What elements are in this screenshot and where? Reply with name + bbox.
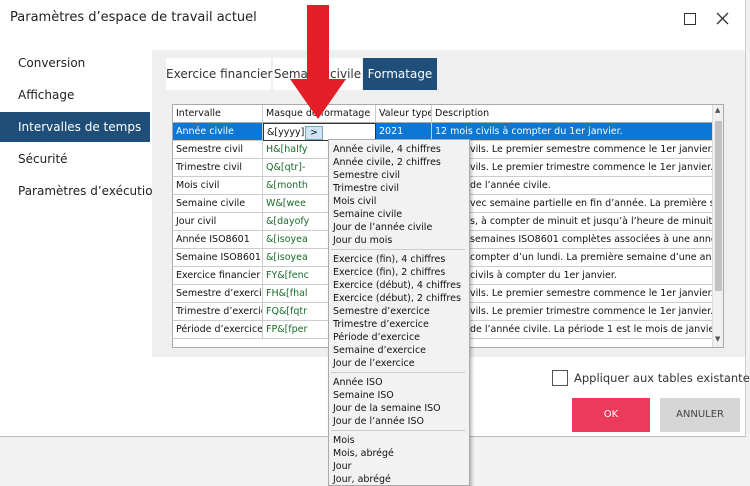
menu-item[interactable]: Semaine civile <box>333 209 403 220</box>
menu-item[interactable]: Mois, abrégé <box>333 448 394 459</box>
table-cell[interactable]: Période d’exercice <box>173 321 263 339</box>
tab[interactable]: Formatage <box>363 58 437 90</box>
scroll-up[interactable]: ▲ <box>715 106 721 114</box>
menu-item[interactable]: Mois civil <box>333 196 377 207</box>
nav-item[interactable]: Conversion <box>18 56 86 70</box>
table-cell[interactable]: Trimestre civil <box>173 159 263 177</box>
table-cell[interactable]: vils. Le premier trimestre commence le 1… <box>432 303 713 321</box>
table-cell[interactable]: civils à compter du 1er janvier. <box>432 267 713 285</box>
cancel-button[interactable]: ANNULER <box>660 398 740 432</box>
table-cell[interactable]: vec semaine partielle en fin d’année. La… <box>432 195 713 213</box>
table-cell[interactable]: Trimestre d’exercice <box>173 303 263 321</box>
column-header: Valeur type <box>376 105 432 123</box>
menu-item[interactable]: Semaine ISO <box>333 390 394 401</box>
menu-separator <box>331 430 465 431</box>
nav-item[interactable]: Affichage <box>18 88 75 102</box>
menu-item[interactable]: Année ISO <box>333 377 383 388</box>
maximize-button[interactable] <box>684 13 696 25</box>
menu-item[interactable]: Jour <box>333 461 352 472</box>
table-cell[interactable]: &[yyyy] <box>263 123 376 141</box>
table-cell[interactable]: Exercice financier <box>173 267 263 285</box>
menu-item[interactable]: Semestre d’exercice <box>333 306 430 317</box>
table-cell[interactable]: compter d’un lundi. La première semaine … <box>432 249 713 267</box>
nav-item[interactable]: Paramètres d’exécution <box>18 184 161 198</box>
table-cell[interactable]: de l’année civile. <box>432 177 713 195</box>
column-header: Description <box>432 105 713 123</box>
menu-item[interactable]: Semestre civil <box>333 170 400 181</box>
menu-item[interactable]: Exercice (fin), 4 chiffres <box>333 254 446 265</box>
nav-item[interactable]: Intervalles de temps <box>0 112 150 142</box>
scrollbar[interactable]: ▲ ▼ <box>712 105 723 347</box>
edit-button[interactable]: > <box>305 126 323 140</box>
table-cell[interactable]: Semaine ISO8601 <box>173 249 263 267</box>
table-cell[interactable]: s, à compter de minuit et jusqu’à l’heur… <box>432 213 713 231</box>
scroll-thumb[interactable] <box>715 121 722 291</box>
close-button[interactable] <box>716 12 729 25</box>
menu-separator <box>331 249 465 250</box>
table-cell[interactable]: Jour civil <box>173 213 263 231</box>
menu-item[interactable]: Période d’exercice <box>333 332 421 343</box>
menu-item[interactable]: Exercice (début), 2 chiffres <box>333 293 461 304</box>
menu-item[interactable]: Exercice (début), 4 chiffres <box>333 280 461 291</box>
menu-separator <box>331 372 465 373</box>
table-cell[interactable]: 12 mois civils à compter du 1er janvier. <box>432 123 713 141</box>
nav-item[interactable]: Sécurité <box>18 152 68 166</box>
checkbox-label[interactable]: Appliquer aux tables existantes <box>574 371 750 385</box>
table-cell[interactable]: vils. Le premier semestre commence le 1e… <box>432 285 713 303</box>
menu-item[interactable]: Jour de l’exercice <box>333 358 415 369</box>
red-arrow <box>290 5 346 119</box>
menu-item[interactable]: Jour de l’année civile <box>333 222 433 233</box>
table-cell[interactable]: Semestre d’exercice <box>173 285 263 303</box>
table-cell[interactable]: Mois civil <box>173 177 263 195</box>
ok-button[interactable]: OK <box>572 398 650 432</box>
tab[interactable]: Exercice financier <box>166 58 272 90</box>
checkbox[interactable] <box>552 370 568 386</box>
window-title: Paramètres d’espace de travail actuel <box>10 10 257 25</box>
menu-item[interactable]: Année civile, 2 chiffres <box>333 157 441 168</box>
table-cell[interactable]: vils. Le premier trimestre commence le 1… <box>432 159 713 177</box>
dropdown-menu: Année civile, 4 chiffres Année civile, 2 … <box>328 139 470 486</box>
menu-item[interactable]: Année civile, 4 chiffres <box>333 144 441 155</box>
column-header: Intervalle <box>173 105 263 123</box>
menu-item[interactable]: Mois <box>333 435 355 446</box>
menu-item[interactable]: Exercice (fin), 2 chiffres <box>333 267 446 278</box>
table-cell[interactable]: semaines ISO8601 complètes associées à u… <box>432 231 713 249</box>
menu-item[interactable]: Trimestre civil <box>333 183 400 194</box>
menu-item[interactable]: Semaine d’exercice <box>333 345 427 356</box>
table-cell[interactable]: Année civile <box>173 123 263 141</box>
scroll-down[interactable]: ▼ <box>715 335 721 343</box>
menu-item[interactable]: Jour du mois <box>333 235 393 246</box>
table-cell[interactable]: Semaine civile <box>173 195 263 213</box>
table-cell[interactable]: de l’année civile. La période 1 est le m… <box>432 321 713 339</box>
table-cell[interactable]: vils. Le premier semestre commence le 1e… <box>432 141 713 159</box>
table-cell[interactable]: Année ISO8601 <box>173 231 263 249</box>
table-cell[interactable]: Semestre civil <box>173 141 263 159</box>
menu-item[interactable]: Trimestre d’exercice <box>333 319 429 330</box>
menu-item[interactable]: Jour, abrégé <box>333 474 391 485</box>
menu-item[interactable]: Jour de l’année ISO <box>333 416 424 427</box>
menu-item[interactable]: Jour de la semaine ISO <box>333 403 441 414</box>
